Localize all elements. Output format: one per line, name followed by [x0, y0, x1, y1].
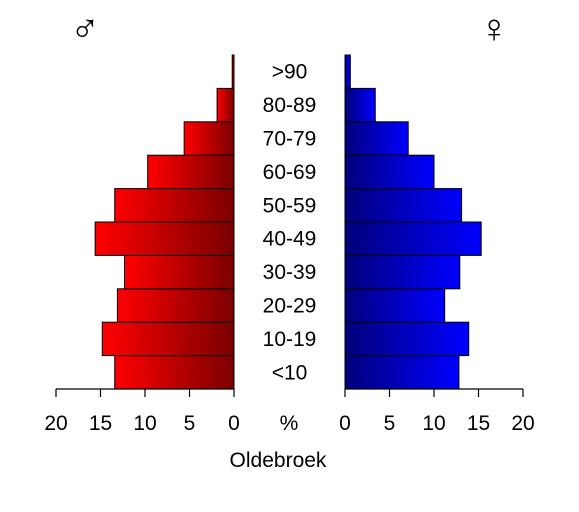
age-group-label-4: 40-49: [263, 228, 317, 251]
left-tick-label-1: 15: [89, 412, 112, 435]
female-bar-5: [344, 188, 463, 223]
left-tick-label-3: 5: [184, 412, 196, 435]
age-group-label-6: 60-69: [263, 161, 317, 184]
female-bar-6: [344, 154, 435, 190]
left-tick-label-4: 0: [228, 412, 240, 435]
age-group-label-1: 10-19: [263, 328, 317, 351]
age-group-label-7: 70-79: [263, 128, 317, 151]
male-bar-7: [183, 121, 235, 156]
age-group-label-8: 80-89: [263, 94, 317, 117]
female-bar-3: [344, 254, 461, 290]
female-bar-1: [344, 321, 470, 357]
male-bar-4: [94, 221, 235, 256]
age-group-label-5: 50-59: [263, 194, 317, 217]
male-bar-9: [231, 54, 235, 89]
male-bar-2: [116, 288, 235, 323]
left-tick-label-0: 20: [44, 412, 67, 435]
left-tick-label-2: 10: [133, 412, 156, 435]
right-axis-ticks: 0 5 10 15 20: [339, 389, 535, 435]
male-bar-0: [114, 355, 235, 390]
age-group-label-3: 30-39: [263, 261, 317, 284]
right-tick-label-1: 5: [384, 412, 396, 435]
age-group-label-0: <10: [272, 361, 308, 384]
age-group-labels: <10 10-19 20-29 30-39 40-49 50-59 60-69 70-79 80…: [263, 61, 317, 385]
female-bar-0: [344, 355, 460, 390]
female-bar-4: [344, 221, 482, 256]
male-symbol: ♂: [70, 7, 100, 51]
chart-title: Oldebroek: [230, 449, 327, 472]
male-bar-3: [124, 254, 235, 290]
left-axis-ticks: 20 15 10 5 0: [44, 389, 240, 435]
female-bars: [344, 54, 482, 390]
age-group-label-2: 20-29: [263, 295, 317, 318]
right-tick-label-0: 0: [339, 412, 351, 435]
female-bar-9: [344, 54, 351, 89]
male-bars: [94, 54, 235, 390]
right-tick-label-3: 15: [467, 412, 490, 435]
male-bar-6: [147, 154, 235, 190]
age-group-label-9: >90: [272, 61, 308, 84]
female-symbol: ♀: [479, 7, 509, 51]
male-bar-1: [101, 321, 235, 357]
right-tick-label-2: 10: [422, 412, 445, 435]
male-bar-8: [216, 87, 235, 123]
female-bar-7: [344, 121, 409, 156]
right-tick-label-4: 20: [511, 412, 534, 435]
female-bar-2: [344, 288, 446, 323]
x-axis-unit-label: %: [280, 412, 299, 435]
male-bar-5: [114, 188, 235, 223]
female-bar-8: [344, 87, 376, 123]
